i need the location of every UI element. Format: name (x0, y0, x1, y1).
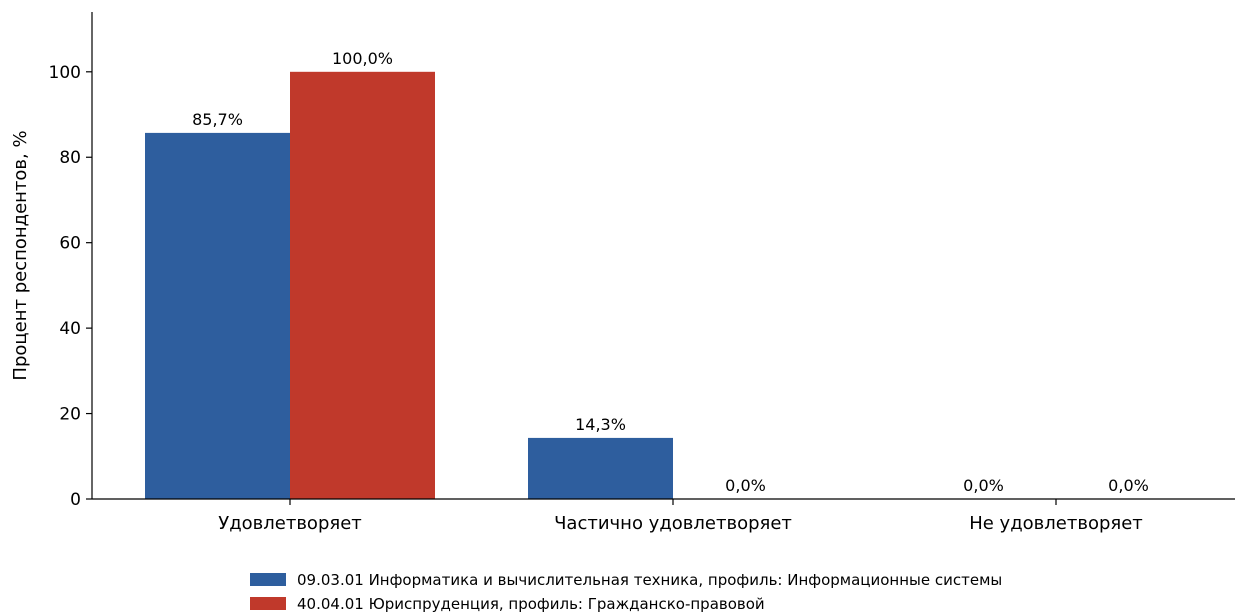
y-tick-label: 0 (70, 490, 81, 510)
x-tick-label: Не удовлетворяет (969, 513, 1143, 534)
x-tick-label: Частично удовлетворяет (554, 513, 792, 534)
x-tick-label: Удовлетворяет (218, 513, 362, 534)
y-tick-label: 40 (59, 319, 81, 339)
data-label-series-2-cat-1: 100,0% (332, 49, 393, 68)
axes-layer: 0 20 40 60 80 100 Удовлетворяет Частично удовле… (10, 12, 1235, 534)
y-tick-label: 20 (59, 405, 81, 425)
legend-swatch-series-2 (250, 597, 286, 610)
y-tick-label: 80 (59, 148, 81, 168)
data-label-series-1-cat-3: 0,0% (963, 476, 1004, 495)
data-label-series-2-cat-2: 0,0% (725, 476, 766, 495)
legend: 09.03.01 Информатика и вычислительная те… (250, 571, 1002, 613)
y-axis-title: Процент респондентов, % (10, 130, 31, 380)
labels-layer: 85,7% 14,3% 0,0% 100,0% 0,0% 0,0% (192, 49, 1149, 495)
bar-series-2-cat-1 (290, 71, 435, 500)
legend-label-series-1: 09.03.01 Информатика и вычислительная те… (297, 571, 1002, 589)
y-tick-label: 100 (49, 63, 81, 83)
data-label-series-1-cat-2: 14,3% (575, 415, 626, 434)
bar-series-1-cat-2 (528, 437, 673, 499)
legend-swatch-series-1 (250, 573, 286, 586)
y-tick-label: 60 (59, 234, 81, 254)
bars-layer (145, 71, 673, 500)
bar-series-1-cat-1 (145, 132, 290, 499)
data-label-series-1-cat-1: 85,7% (192, 110, 243, 129)
data-label-series-2-cat-3: 0,0% (1108, 476, 1149, 495)
legend-label-series-2: 40.04.01 Юриспруденция, профиль: Граждан… (297, 595, 765, 613)
